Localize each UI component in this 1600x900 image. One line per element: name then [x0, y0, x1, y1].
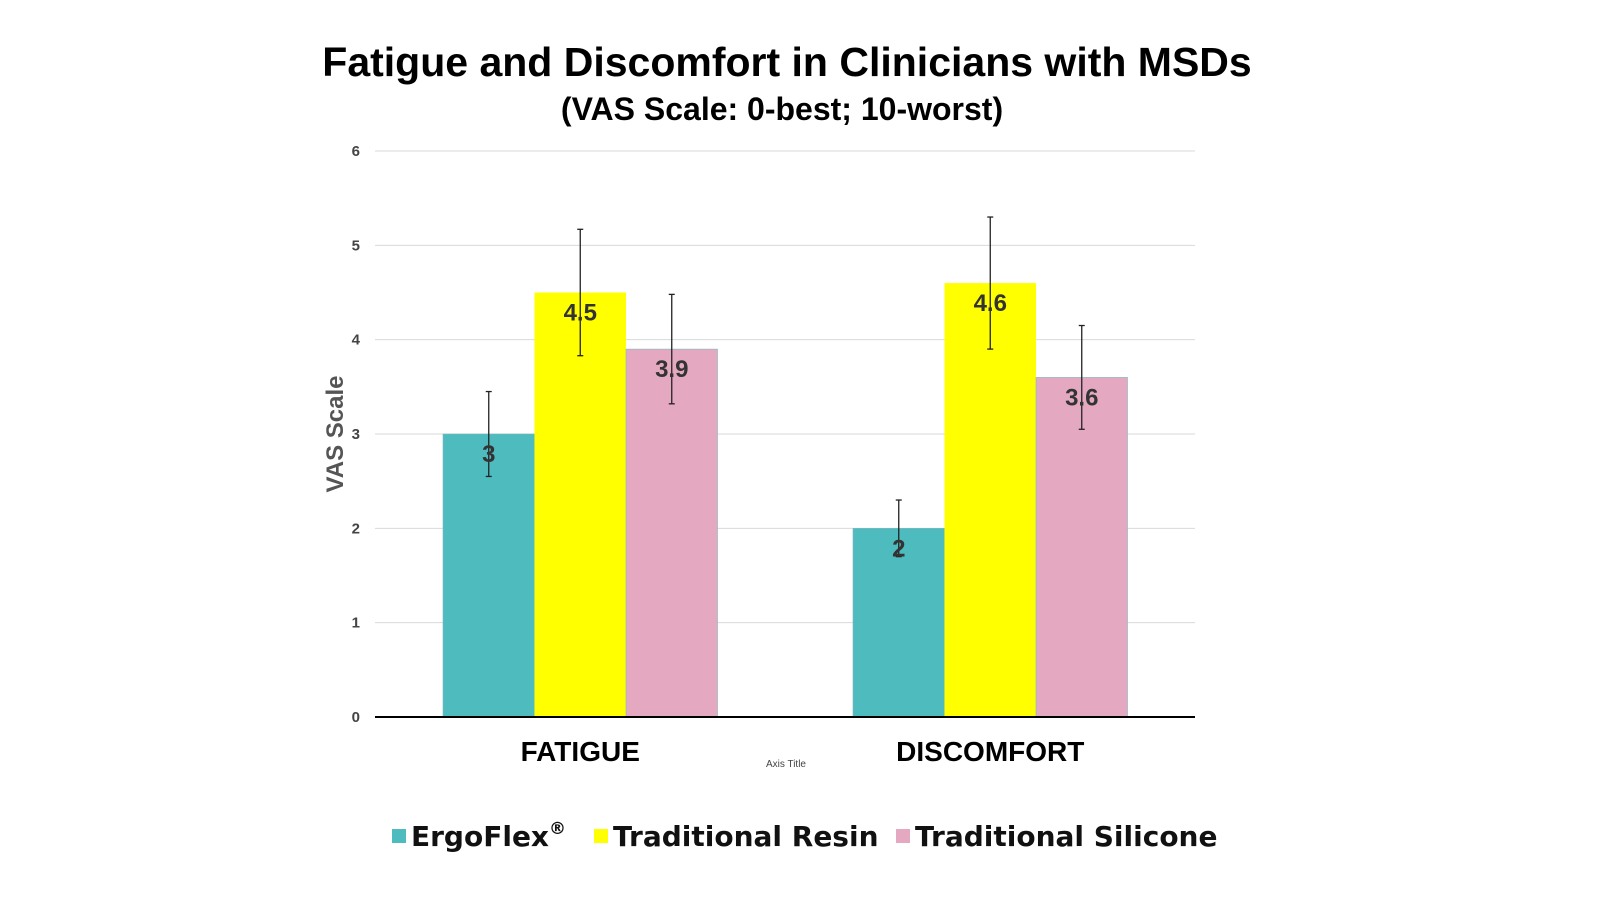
y-tick-label: 0: [352, 709, 360, 726]
chart-title: Fatigue and Discomfort in Clinicians wit…: [322, 39, 1251, 85]
legend-label: Traditional Silicone: [915, 820, 1217, 853]
legend-label: ErgoFlex®: [411, 819, 566, 853]
y-tick-label: 6: [352, 143, 360, 160]
bar: [442, 433, 535, 718]
legend-swatch: [896, 829, 910, 843]
bar: [944, 283, 1036, 717]
data-label: 3.9: [655, 356, 688, 383]
data-label: 3.6: [1065, 384, 1098, 411]
y-tick-label: 4: [352, 332, 361, 349]
data-label: 2: [892, 535, 905, 562]
legend-swatch: [594, 829, 608, 843]
data-label: 4.5: [564, 300, 597, 327]
legend-swatch: [392, 829, 406, 843]
x-category-label: FATIGUE: [521, 736, 640, 767]
bar: [625, 348, 718, 718]
x-axis-title: Axis Title: [766, 759, 806, 770]
y-axis-title: VAS Scale: [322, 376, 349, 493]
bar: [534, 292, 626, 717]
chart-subtitle: (VAS Scale: 0-best; 10-worst): [561, 91, 1003, 127]
data-label: 4.6: [974, 290, 1007, 317]
y-tick-label: 2: [352, 520, 360, 537]
y-tick-label: 3: [352, 426, 360, 443]
x-category-label: DISCOMFORT: [896, 736, 1084, 767]
data-label: 3: [482, 441, 495, 468]
y-tick-label: 5: [352, 237, 360, 254]
y-tick-label: 1: [352, 615, 360, 632]
legend-label: Traditional Resin: [613, 820, 879, 853]
